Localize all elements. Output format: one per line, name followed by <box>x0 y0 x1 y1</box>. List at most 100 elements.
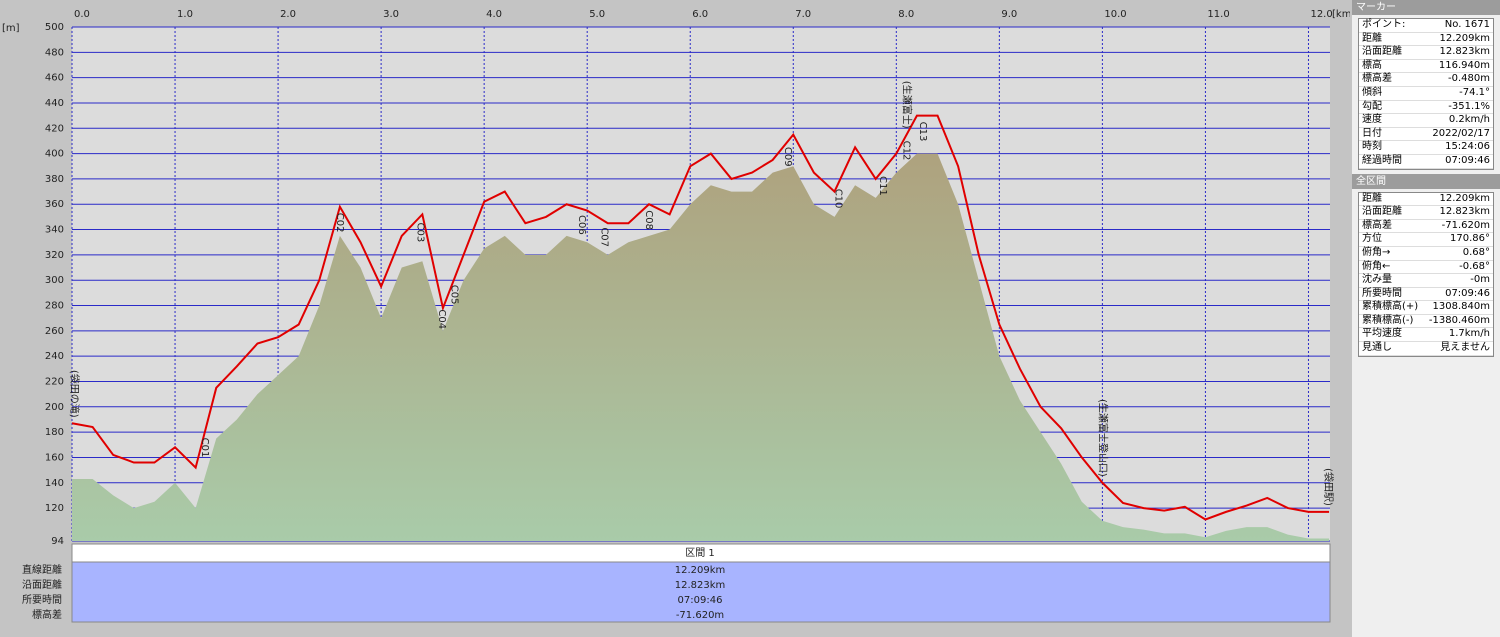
table-row: 累積標高(+) 1308.840m <box>1359 301 1493 315</box>
cell-value: 1.7km/h <box>1448 328 1490 340</box>
waypoint-label: C05 <box>448 285 459 305</box>
cell-key: 方位 <box>1362 233 1382 245</box>
row-label: 沿面距離 <box>22 578 62 591</box>
cell-key: 累積標高(+) <box>1362 301 1419 313</box>
y-tick-label: 340 <box>45 225 64 236</box>
waypoint-label: C12 <box>901 141 912 161</box>
y-tick-label: 120 <box>45 503 64 514</box>
terrain-area <box>72 153 1330 541</box>
y-tick-label: 200 <box>45 402 64 413</box>
x-tick-label: 1.0 <box>177 9 193 20</box>
cell-value: 12.823km <box>1439 46 1490 58</box>
segment-body <box>71 561 1331 623</box>
row-value: 12.823km <box>675 580 726 591</box>
waypoint-label: (袋田の滝) <box>68 370 81 418</box>
x-tick-label: 5.0 <box>589 9 605 20</box>
cell-value: -1380.460m <box>1428 314 1490 326</box>
waypoint-label: C03 <box>414 223 425 243</box>
waypoint-label: C13 <box>917 122 928 142</box>
waypoint-label: C08 <box>643 210 654 230</box>
cell-key: 距離 <box>1362 192 1382 204</box>
table-row: ポイント: No. 1671 <box>1359 19 1493 33</box>
cell-key: 沈み量 <box>1362 274 1392 286</box>
cell-key: 沿面距離 <box>1362 46 1402 58</box>
y-tick-label: 320 <box>45 250 64 261</box>
cell-value: 15:24:06 <box>1445 141 1490 153</box>
y-tick-label: 480 <box>45 47 64 58</box>
cell-key: 傾斜 <box>1362 86 1382 98</box>
cell-key: 標高差 <box>1362 73 1392 85</box>
summary-table: 距離 12.209km 沿面距離 12.823km 標高差 -71.620m 方位 170.8… <box>1358 191 1494 357</box>
x-tick-label: 4.0 <box>486 9 502 20</box>
table-row: 平均速度 1.7km/h <box>1359 328 1493 343</box>
side-panel: マーカー ポイント: No. 1671 距離 12.209km 沿面距離 12.823km… <box>1352 0 1500 637</box>
cell-key: 日付 <box>1362 127 1382 139</box>
segment-title: 区間 1 <box>685 547 715 559</box>
table-row: 見通し 見えません <box>1359 342 1493 356</box>
cell-value: No. 1671 <box>1444 19 1490 30</box>
waypoint-label: C06 <box>576 215 587 235</box>
row-value: 07:09:46 <box>678 595 723 606</box>
table-row: 沈み量 -0m <box>1359 274 1493 288</box>
cell-key: 俯角← <box>1362 260 1391 272</box>
y-tick-label: 400 <box>45 149 64 160</box>
x-tick-label: 2.0 <box>280 9 296 20</box>
table-row: 沿面距離 12.823km <box>1359 46 1493 60</box>
table-row: 所要時間 07:09:46 <box>1359 288 1493 302</box>
table-row: 速度 0.2km/h <box>1359 114 1493 128</box>
x-tick-label: 10.0 <box>1104 9 1126 20</box>
row-value: 12.209km <box>675 565 726 576</box>
table-row: 標高差 -71.620m <box>1359 220 1493 234</box>
table-row: 標高 116.940m <box>1359 60 1493 74</box>
cell-value: 2022/02/17 <box>1432 127 1490 139</box>
cell-value: 12.823km <box>1439 206 1490 218</box>
marker-table: ポイント: No. 1671 距離 12.209km 沿面距離 12.823km 標高 116… <box>1358 18 1494 170</box>
cell-value: 07:09:46 <box>1445 154 1490 166</box>
table-row: 時刻 15:24:06 <box>1359 141 1493 155</box>
cell-value: -74.1° <box>1459 86 1490 98</box>
cell-key: 標高 <box>1362 59 1382 71</box>
table-row: 俯角← -0.68° <box>1359 261 1493 275</box>
row-label: 所要時間 <box>22 594 62 606</box>
waypoint-label: (生瀬富士登山口) <box>1096 399 1109 477</box>
cell-key: 標高差 <box>1362 219 1392 231</box>
cell-value: 12.209km <box>1439 192 1490 204</box>
cell-value: 1308.840m <box>1432 301 1490 313</box>
cell-value: 0.68° <box>1462 246 1490 258</box>
cell-value: -0.68° <box>1459 260 1490 272</box>
x-tick-label: 7.0 <box>795 9 811 20</box>
track-line <box>71 114 1330 521</box>
x-tick-label: 12.0 <box>1310 9 1332 20</box>
x-tick-label: 0.0 <box>74 9 90 20</box>
panel-title: マーカー <box>1352 0 1500 15</box>
y-tick-label: 94 <box>51 536 64 547</box>
table-row: 沿面距離 12.823km <box>1359 206 1493 220</box>
table-row: 傾斜 -74.1° <box>1359 87 1493 101</box>
waypoint-label: C02 <box>334 213 345 233</box>
waypoint-label: C10 <box>833 189 844 209</box>
cell-key: 勾配 <box>1362 100 1382 112</box>
cell-key: 平均速度 <box>1362 328 1402 340</box>
table-row: 累積標高(-) -1380.460m <box>1359 315 1493 329</box>
table-row: 俯角→ 0.68° <box>1359 247 1493 261</box>
waypoint-label: (生瀬富士) <box>901 81 914 129</box>
y-tick-label: 500 <box>45 22 64 33</box>
cell-value: 12.209km <box>1439 32 1490 44</box>
y-tick-label: 240 <box>45 351 64 362</box>
cell-value: 0.2km/h <box>1448 114 1490 126</box>
waypoint-label: C07 <box>599 227 610 247</box>
y-tick-label: 420 <box>45 123 64 134</box>
elevation-chart: [m] [km] 区間 1 94 120 140 160 180 200 220 240 260… <box>2 9 1350 623</box>
cell-key: 沿面距離 <box>1362 206 1402 218</box>
cell-value: -71.620m <box>1441 219 1490 231</box>
cell-key: ポイント: <box>1362 19 1406 30</box>
table-row: 方位 170.86° <box>1359 233 1493 247</box>
y-tick-label: 360 <box>45 199 64 210</box>
cell-key: 経過時間 <box>1362 154 1402 166</box>
table-row: 距離 12.209km <box>1359 193 1493 207</box>
y-tick-label: 380 <box>45 174 64 185</box>
row-label: 直線距離 <box>22 563 62 576</box>
waypoint-label: C01 <box>199 438 210 458</box>
cell-key: 所要時間 <box>1362 287 1402 299</box>
